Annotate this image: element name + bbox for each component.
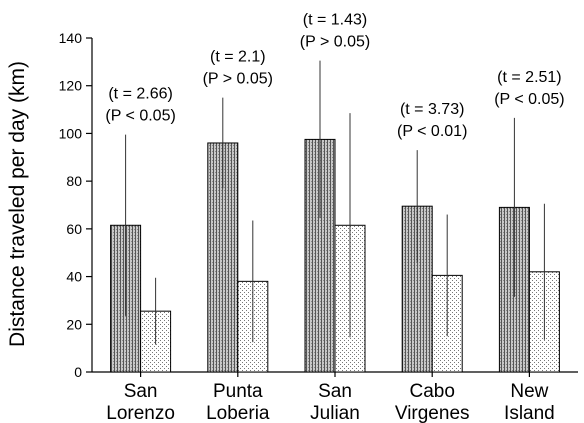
y-axis: 0 20 40 60 80 100 120 140 [59,30,93,380]
category-label: Punta [213,381,263,402]
x-axis: SanLorenzoPuntaLoberiaSanJulianCaboVirge… [92,371,578,423]
p-value-label: (P < 0.05) [105,108,175,125]
t-statistic-label: (t = 1.43) [303,12,367,29]
category-label: New [510,381,548,402]
p-value-label: (P < 0.05) [494,91,564,108]
category-label: Virgenes [395,403,470,423]
y-tick-label: 80 [66,173,82,189]
y-tick-label: 60 [66,221,82,237]
y-axis-label: Distance traveled per day (km) [6,61,29,347]
y-tick-label: 120 [59,78,83,94]
t-statistic-label: (t = 2.66) [108,86,172,103]
t-statistic-label: (t = 2.1) [210,49,266,66]
category-label: San [318,381,352,402]
category-label: Cabo [409,381,454,402]
y-tick-label: 0 [74,364,82,380]
category-label: Julian [310,403,360,423]
category-label: San [124,381,158,402]
y-tick-label: 20 [66,316,82,332]
y-tick-label: 40 [66,269,82,285]
t-statistic-label: (t = 2.51) [497,69,561,86]
y-tick-label: 140 [59,30,83,46]
p-value-label: (P > 0.05) [300,34,370,51]
t-statistic-label: (t = 3.73) [400,101,464,118]
category-label: Island [504,403,555,423]
category-label: Loberia [206,403,270,423]
bars [110,60,560,373]
p-value-label: (P > 0.05) [203,71,273,88]
y-tick-label: 100 [59,125,83,141]
annotations: (t = 2.66) (P < 0.05) (t = 2.1) (P > 0.05) (… [105,12,564,140]
category-label: Lorenzo [106,403,175,423]
p-value-label: (P < 0.01) [397,123,467,140]
